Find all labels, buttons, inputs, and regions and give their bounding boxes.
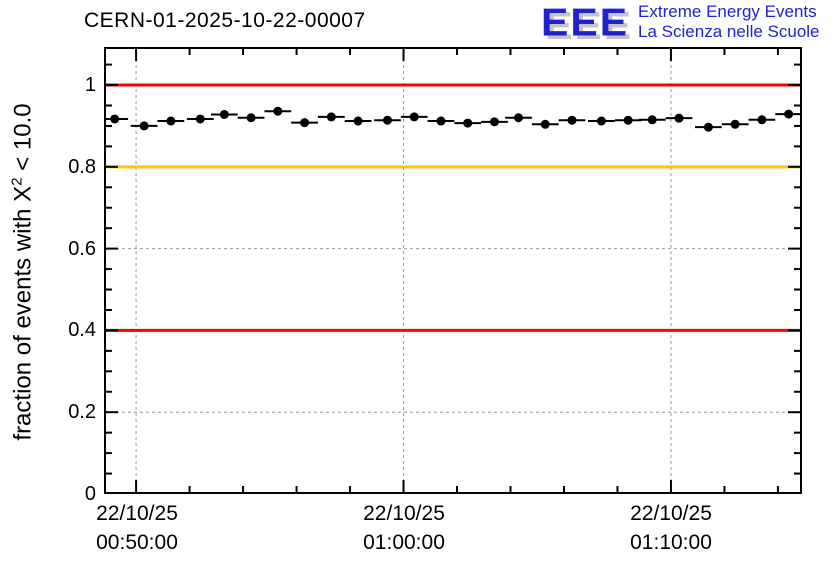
y-tick-label-0_8: 0.8 [68,156,96,178]
x-tick-label-1: 22/10/25 01:00:00 [319,499,489,557]
data-point-marker [409,112,419,122]
x-tick-label-0-date: 22/10/25 [96,502,178,525]
data-point-marker [514,113,524,123]
chart-canvas [104,47,802,494]
y-axis-label-superscript: 2 [8,177,26,186]
data-point-marker [273,106,283,116]
data-point-marker [730,119,740,129]
data-point-marker [567,115,577,125]
data-point-marker [166,116,176,126]
y-tick-label-1: 1 [84,74,96,96]
data-point-marker [489,117,499,127]
data-point-marker [326,112,336,122]
logo-line-1: Extreme Energy Events [638,2,817,21]
data-point-marker [195,114,205,124]
data-point-marker [784,109,794,119]
y-tick-label-0_2: 0.2 [68,401,96,423]
data-point-marker [757,115,767,125]
data-point-marker [219,109,229,119]
y-tick-label-0: 0 [84,483,96,505]
data-point-marker [647,115,657,125]
data-point-marker [246,113,256,123]
data-point-marker [623,115,633,125]
eee-logo: EEE Extreme Energy Events La Scienza nel… [541,2,820,42]
data-point-marker [382,115,392,125]
data-point-marker [463,118,473,128]
data-point-marker [139,121,149,131]
plot-frame [104,47,802,494]
frame-border [104,47,802,494]
data-point-marker [353,116,363,126]
eee-logo-text: Extreme Energy Events La Scienza nelle S… [638,2,819,42]
x-tick-label-0-time: 00:50:00 [96,531,178,554]
y-axis-label: fraction of events with X2 < 10.0 [9,103,38,440]
data-point-marker [436,116,446,126]
data-point-marker [540,119,550,129]
x-tick-label-1-date: 22/10/25 [363,502,445,525]
data-point-marker [596,116,606,126]
data-point-marker [703,122,713,132]
eee-logo-acronym: EEE [541,0,630,44]
x-tick-label-0: 22/10/25 00:50:00 [52,499,222,557]
x-tick-label-1-time: 01:00:00 [363,531,445,554]
logo-line-2: La Scienza nelle Scuole [638,22,820,41]
plot-title: CERN-01-2025-10-22-00007 [84,9,366,32]
x-tick-label-2-date: 22/10/25 [630,502,712,525]
data-point-marker [674,113,684,123]
y-tick-label-0_6: 0.6 [68,238,96,260]
x-tick-label-2-time: 01:10:00 [630,531,712,554]
data-point-marker [300,118,310,128]
x-tick-label-2: 22/10/25 01:10:00 [586,499,756,557]
data-point-marker [110,114,120,124]
y-tick-label-0_4: 0.4 [68,319,96,341]
